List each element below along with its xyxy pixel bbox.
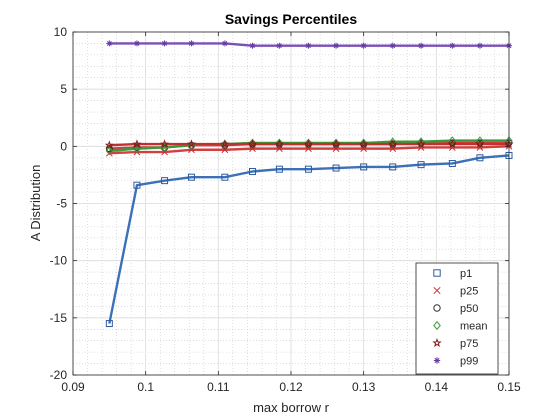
x-tick-label: 0.11 <box>207 380 230 394</box>
data-point-p1 <box>133 181 141 189</box>
data-point-p75 <box>303 139 313 148</box>
data-point-p1 <box>476 154 484 162</box>
data-point-p1 <box>221 173 229 181</box>
y-tick-label: -5 <box>56 197 67 211</box>
x-tick-label: 0.12 <box>279 380 303 394</box>
data-point-p99 <box>360 42 367 49</box>
data-point-p50 <box>105 145 113 153</box>
data-point-p75 <box>104 140 114 150</box>
chart-title: Savings Percentiles <box>225 11 358 27</box>
y-ticks: -20 -15 -10 -5 0 5 10 <box>50 25 509 382</box>
legend-label-p99: p99 <box>460 356 478 368</box>
data-point-p75 <box>160 139 170 148</box>
y-tick-label: -20 <box>50 368 68 382</box>
y-tick-label: -15 <box>50 311 68 325</box>
data-point-p99 <box>476 42 483 49</box>
data-point-p75 <box>416 139 426 148</box>
data-point-p1 <box>448 159 456 167</box>
data-point-mean <box>360 138 368 148</box>
legend-label-p50: p50 <box>460 303 478 315</box>
data-point-p1 <box>304 165 312 173</box>
data-point-p99 <box>418 42 425 49</box>
x-axis-label: max borrow r <box>253 400 330 415</box>
x-ticks: 0.09 0.1 0.11 0.12 0.13 0.14 0.15 <box>61 32 521 394</box>
data-point-p75 <box>274 139 284 148</box>
series-line-p1 <box>108 154 510 324</box>
data-point-mean <box>248 138 257 148</box>
data-point-p1 <box>275 165 283 173</box>
legend-label-mean: mean <box>460 321 488 333</box>
data-point-mean <box>448 136 456 145</box>
legend-label-p1: p1 <box>460 268 472 280</box>
data-point-p1 <box>161 177 169 185</box>
legend-label-p75: p75 <box>460 338 478 350</box>
data-point-p75 <box>132 139 142 148</box>
data-point-p1 <box>248 167 256 175</box>
data-point-p1 <box>332 164 340 172</box>
y-axis-label: A Distribution <box>28 165 43 242</box>
data-point-p99 <box>249 42 256 49</box>
data-point-p99 <box>333 42 340 49</box>
data-point-p99 <box>188 40 195 47</box>
data-point-mean <box>304 138 313 148</box>
data-point-mean <box>332 138 340 148</box>
legend-marker-p1 <box>433 269 441 277</box>
data-point-p99 <box>305 42 312 49</box>
data-point-p75 <box>475 139 485 148</box>
series-line-p75 <box>109 142 509 147</box>
legend-marker-p50 <box>433 304 441 312</box>
data-point-mean <box>275 138 284 148</box>
y-tick-label: 5 <box>60 82 67 96</box>
data-point-p99 <box>106 40 113 47</box>
data-point-p75 <box>331 139 341 148</box>
data-point-p99 <box>389 42 396 49</box>
x-tick-label: 0.09 <box>61 380 85 394</box>
legend-marker-mean <box>433 320 441 331</box>
data-point-p75 <box>220 139 230 148</box>
data-point-mean <box>105 146 113 156</box>
legend-marker-p25 <box>433 286 441 295</box>
legend-marker-p99 <box>433 357 441 364</box>
data-point-p1 <box>187 173 195 181</box>
data-point-p75 <box>186 139 196 148</box>
x-tick-label: 0.1 <box>137 380 154 394</box>
data-point-mean <box>133 144 141 154</box>
data-point-p75 <box>247 139 258 148</box>
data-point-p99 <box>276 42 283 49</box>
data-point-p99 <box>161 40 168 47</box>
x-tick-label: 0.15 <box>497 380 521 394</box>
series-markers <box>104 40 514 328</box>
x-tick-label: 0.13 <box>352 380 376 394</box>
data-point-p1 <box>389 163 397 171</box>
y-tick-label: 10 <box>54 25 68 39</box>
data-point-p1 <box>105 320 113 328</box>
legend-label-p25: p25 <box>460 286 478 298</box>
y-tick-label: 0 <box>60 139 67 153</box>
data-point-p99 <box>221 40 228 47</box>
y-tick-label: -10 <box>50 254 68 268</box>
data-point-p1 <box>360 163 368 171</box>
data-point-p75 <box>388 139 398 148</box>
data-point-p99 <box>449 42 456 49</box>
data-point-p75 <box>447 139 457 148</box>
legend-marker-p75 <box>432 338 442 348</box>
legend-box <box>415 262 499 375</box>
legend: p1 p25 p50 mean p75 p99 <box>415 262 499 375</box>
data-point-p99 <box>133 40 140 47</box>
data-point-p75 <box>359 139 369 148</box>
x-tick-label: 0.14 <box>425 380 449 394</box>
data-point-mean <box>476 136 484 145</box>
data-point-p1 <box>417 161 425 169</box>
